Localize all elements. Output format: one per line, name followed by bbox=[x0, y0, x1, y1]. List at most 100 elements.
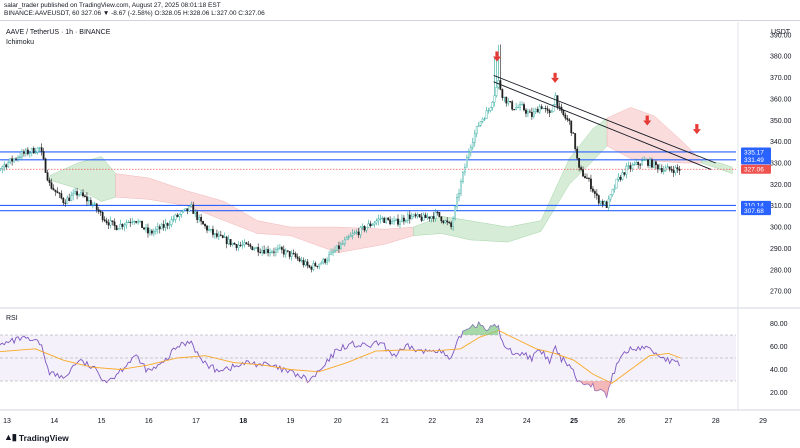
candle-body bbox=[141, 220, 143, 228]
price-tag-bg bbox=[741, 206, 771, 216]
price-tick-label: 290.00 bbox=[770, 246, 792, 253]
candle-body bbox=[243, 242, 246, 245]
candle-body bbox=[40, 147, 43, 152]
candle-body bbox=[653, 161, 655, 168]
candle-body bbox=[93, 203, 96, 205]
candle-body bbox=[406, 214, 409, 221]
candle-body bbox=[534, 109, 537, 112]
arrow-head bbox=[692, 129, 701, 135]
candle-body bbox=[123, 224, 126, 227]
rsi-oversold-fill bbox=[106, 381, 611, 398]
publish-info: salar_trader published on TradingView.co… bbox=[4, 2, 221, 9]
candle-body bbox=[397, 218, 399, 225]
price-tick-label: 320.00 bbox=[770, 182, 792, 189]
candle-body bbox=[341, 243, 344, 245]
candle-body bbox=[326, 259, 329, 263]
candle-body bbox=[25, 149, 27, 154]
candle-body bbox=[355, 231, 358, 233]
candle-body bbox=[46, 172, 49, 181]
trendline-1 bbox=[493, 81, 712, 170]
candle-body bbox=[127, 221, 130, 224]
candle-body bbox=[676, 167, 679, 170]
candle-body bbox=[30, 148, 33, 153]
candle-body bbox=[310, 266, 313, 270]
candle-body bbox=[485, 110, 488, 120]
candle-body bbox=[125, 222, 128, 226]
candle-body bbox=[261, 249, 264, 253]
time-tick-label: 28 bbox=[712, 418, 720, 425]
candle-body bbox=[160, 224, 163, 230]
candle-body bbox=[133, 221, 136, 223]
candle-body bbox=[515, 107, 518, 110]
candle-body bbox=[511, 101, 514, 110]
candle-body bbox=[597, 195, 600, 204]
candle-body bbox=[592, 188, 594, 192]
candle-body bbox=[595, 193, 598, 196]
candle-body bbox=[662, 170, 665, 172]
candle-body bbox=[192, 204, 195, 214]
time-tick-label: 20 bbox=[334, 418, 342, 425]
candle-body bbox=[584, 176, 586, 179]
candle-body bbox=[284, 250, 287, 255]
candle-body bbox=[158, 226, 161, 230]
candle-body bbox=[259, 251, 262, 253]
candle-body bbox=[645, 159, 647, 161]
candle-body bbox=[64, 202, 67, 204]
candle-body bbox=[312, 263, 315, 270]
price-tick-label: 390.00 bbox=[770, 32, 792, 39]
price-tag-bg bbox=[741, 155, 771, 165]
candle-body bbox=[643, 159, 645, 161]
candle-body bbox=[70, 195, 73, 201]
candle-body bbox=[109, 220, 112, 226]
candle-body bbox=[286, 250, 289, 252]
candle-body bbox=[448, 221, 451, 224]
candle-body bbox=[235, 244, 238, 248]
time-tick-label: 22 bbox=[428, 418, 436, 425]
candle-body bbox=[74, 191, 77, 194]
symbol-ohlc-line: BINANCE:AAVEUSDT, 60 327.06 ▼ -8.67 (-2.… bbox=[4, 10, 265, 17]
candle-body bbox=[269, 252, 271, 254]
candle-body bbox=[15, 158, 17, 160]
candle-body bbox=[399, 221, 401, 225]
price-tick-label: 330.00 bbox=[770, 161, 792, 168]
candle-body bbox=[314, 263, 317, 267]
candle-body bbox=[233, 243, 236, 245]
candle-body bbox=[282, 249, 285, 255]
candle-body bbox=[466, 157, 468, 168]
candle-body bbox=[464, 166, 466, 173]
candle-body bbox=[180, 211, 183, 215]
candle-body bbox=[34, 152, 37, 154]
candle-body bbox=[647, 159, 649, 166]
candle-body bbox=[353, 232, 356, 234]
candle-body bbox=[210, 229, 212, 231]
candle-body bbox=[546, 108, 549, 111]
candle-body bbox=[97, 209, 100, 212]
candle-body bbox=[237, 244, 240, 248]
candle-body bbox=[91, 204, 94, 206]
rsi-label: RSI bbox=[6, 315, 18, 322]
candle-body bbox=[371, 224, 374, 227]
candle-body bbox=[239, 244, 242, 246]
candle-body bbox=[483, 118, 486, 120]
time-tick-label: 16 bbox=[145, 418, 153, 425]
candle-body bbox=[617, 176, 620, 180]
candle-body bbox=[194, 211, 197, 214]
candle-body bbox=[436, 211, 439, 213]
candle-body bbox=[450, 222, 453, 227]
candle-body bbox=[611, 189, 614, 195]
candle-body bbox=[649, 159, 651, 166]
candle-body bbox=[379, 218, 382, 220]
candle-body bbox=[204, 224, 206, 227]
candle-body bbox=[198, 217, 201, 220]
candle-body bbox=[249, 244, 252, 247]
candle-body bbox=[440, 216, 443, 222]
chart-title: AAVE / TetherUS · 1h · BINANCE bbox=[6, 29, 111, 36]
candle-body bbox=[304, 261, 307, 266]
arrow-shaft bbox=[695, 124, 699, 130]
candle-body bbox=[627, 165, 630, 167]
candle-body bbox=[36, 147, 39, 153]
candle-body bbox=[206, 225, 208, 231]
candle-body bbox=[42, 151, 45, 160]
candle-body bbox=[215, 233, 218, 237]
